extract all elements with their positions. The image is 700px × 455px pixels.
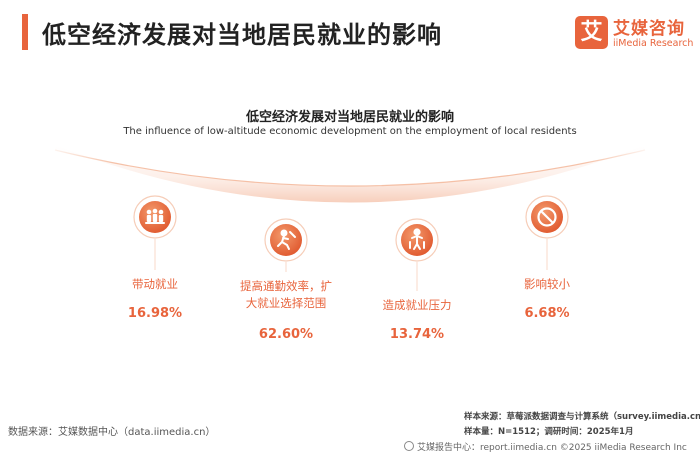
category-label-1: 带动就业 [90,276,220,293]
data-source: 数据来源：艾媒数据中心（data.iimedia.cn） [8,427,216,438]
report-icon [404,441,414,451]
category-label-line: 大就业选择范围 [245,296,327,310]
category-label-line: 提高通勤效率，扩 [240,279,332,293]
category-label-line: 影响较小 [524,277,570,291]
category-label-2: 提高通勤效率，扩 大就业选择范围 [221,278,351,312]
logo: 艾 艾媒咨询 iiMedia Research [575,14,694,54]
report-footer-text: 艾媒报告中心：report.iimedia.cn ©2025 iiMedia R… [417,443,687,453]
sample-size: 样本量：N=1512；调研时间：2025年1月 [464,427,634,437]
logo-mark: 艾 [575,16,608,49]
category-value-1: 16.98% [127,306,183,321]
no-effect-icon [525,195,569,239]
category-label-3: 造成就业压力 [352,297,482,314]
page-title: 低空经济发展对当地居民就业的影响 [42,21,442,49]
category-label-line: 造成就业压力 [382,298,452,312]
sample-source: 样本来源：草莓派数据调查与计算系统（survey.iimedia.cn） [464,412,700,422]
commute-icon [264,218,308,262]
chart-subtitle: The influence of low-altitude economic d… [123,126,577,137]
chart-title: 低空经济发展对当地居民就业的影响 [245,110,454,125]
category-value-4: 6.68% [524,306,570,321]
category-value-3: 13.74% [389,327,445,342]
report-footer: 艾媒报告中心：report.iimedia.cn ©2025 iiMedia R… [404,440,687,453]
logo-text-en: iiMedia Research [613,38,694,49]
pressure-icon [395,218,439,262]
workers-icon [133,195,177,239]
logo-text-cn: 艾媒咨询 [613,19,685,39]
category-label-line: 带动就业 [132,277,178,291]
title-accent-bar [22,14,28,50]
category-label-4: 影响较小 [482,276,612,293]
category-value-2: 62.60% [258,327,314,342]
